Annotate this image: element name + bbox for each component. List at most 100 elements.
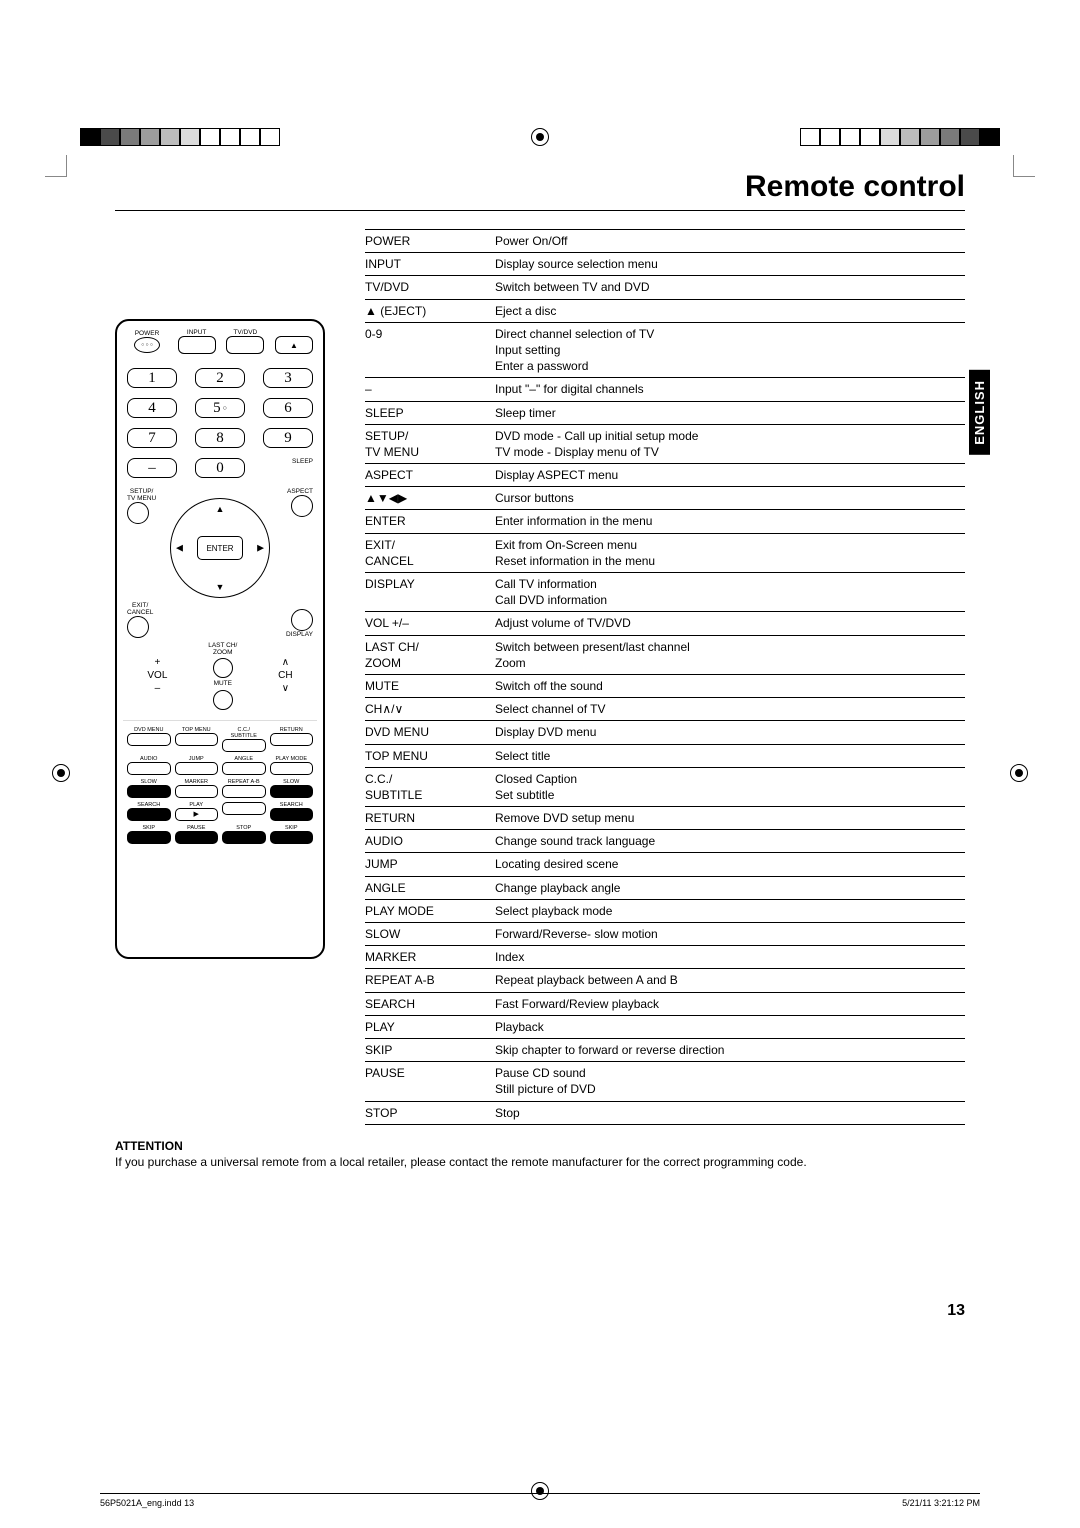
- registration-strip-top-right: [800, 128, 1000, 146]
- remote-button[interactable]: ▮▮: [175, 831, 219, 844]
- footer-right: 5/21/11 3:21:12 PM: [902, 1498, 980, 1508]
- num-5[interactable]: 5○: [195, 398, 245, 418]
- lastch-button[interactable]: [213, 658, 233, 678]
- table-row: REPEAT A-BRepeat playback between A and …: [365, 969, 965, 992]
- table-row: TV/DVDSwitch between TV and DVD: [365, 276, 965, 299]
- remote-button[interactable]: [222, 802, 266, 815]
- ch-down-icon[interactable]: ∨: [282, 683, 289, 694]
- setup-button[interactable]: [127, 502, 149, 524]
- num-dash[interactable]: –: [127, 458, 177, 478]
- attention-block: ATTENTION If you purchase a universal re…: [115, 1139, 965, 1169]
- print-footer: 56P5021A_eng.indd 13 5/21/11 3:21:12 PM: [100, 1493, 980, 1508]
- num-1[interactable]: 1: [127, 368, 177, 388]
- remote-button[interactable]: ▶▶▮: [270, 831, 314, 844]
- vol-label: VOL: [147, 670, 167, 681]
- crop-mark-tr: [1013, 155, 1035, 177]
- button-label: MARKER: [175, 779, 219, 785]
- enter-button[interactable]: ENTER: [197, 536, 243, 560]
- remote-button[interactable]: [127, 762, 171, 775]
- table-row: TOP MENUSelect title: [365, 744, 965, 767]
- table-row: LAST CH/ ZOOMSwitch between present/last…: [365, 635, 965, 674]
- table-row: SETUP/ TV MENUDVD mode - Call up initial…: [365, 424, 965, 463]
- exit-button[interactable]: [127, 616, 149, 638]
- remote-button[interactable]: [127, 733, 171, 746]
- sleep-label: SLEEP: [263, 458, 313, 465]
- tvdvd-button[interactable]: [226, 336, 264, 354]
- eject-label: [275, 329, 313, 336]
- remote-button[interactable]: [270, 762, 314, 775]
- button-label: PLAY MODE: [270, 756, 314, 762]
- mute-button[interactable]: [213, 690, 233, 710]
- registration-dot-left: [52, 764, 70, 782]
- remote-button[interactable]: ▶: [175, 808, 219, 821]
- button-label: STOP: [222, 825, 266, 831]
- remote-button[interactable]: [175, 733, 219, 746]
- remote-button[interactable]: ▮◀◀: [127, 831, 171, 844]
- display-button[interactable]: [291, 609, 313, 631]
- power-button[interactable]: ○ ○ ○: [134, 337, 160, 353]
- button-label: REPEAT A-B: [222, 779, 266, 785]
- table-row: ▲▼◀▶Cursor buttons: [365, 487, 965, 510]
- ch-up-icon[interactable]: ∧: [282, 657, 289, 668]
- num-7[interactable]: 7: [127, 428, 177, 448]
- table-row: PLAY MODESelect playback mode: [365, 899, 965, 922]
- page-title: Remote control: [115, 170, 965, 211]
- num-8[interactable]: 8: [195, 428, 245, 448]
- ch-label: CH: [278, 670, 292, 681]
- remote-button[interactable]: ▶▶: [270, 808, 314, 821]
- num-3[interactable]: 3: [263, 368, 313, 388]
- num-4[interactable]: 4: [127, 398, 177, 418]
- remote-button[interactable]: ▮▶: [270, 785, 314, 798]
- aspect-button[interactable]: [291, 495, 313, 517]
- power-label: POWER: [127, 330, 167, 337]
- remote-button[interactable]: ■: [222, 831, 266, 844]
- registration-strip-top-left: [80, 128, 280, 146]
- vol-down-icon[interactable]: –: [155, 683, 161, 694]
- remote-button[interactable]: [270, 733, 314, 746]
- remote-illustration: POWER ○ ○ ○ INPUT TV/DVD ▲ 1 2 3 4 5○ 6: [115, 229, 335, 1125]
- remote-button[interactable]: [175, 785, 219, 798]
- remote-button[interactable]: [222, 739, 266, 752]
- button-label: JUMP: [175, 756, 219, 762]
- footer-left: 56P5021A_eng.indd 13: [100, 1498, 194, 1508]
- button-label: C.C./ SUBTITLE: [222, 727, 266, 739]
- remote-button[interactable]: [222, 785, 266, 798]
- mute-label: MUTE: [214, 680, 232, 687]
- page-number: 13: [947, 1302, 965, 1320]
- button-label: DVD MENU: [127, 727, 171, 733]
- remote-button[interactable]: [175, 762, 219, 775]
- dpad[interactable]: ▲ ▼ ◀ ▶ ENTER: [160, 488, 280, 608]
- num-6[interactable]: 6: [263, 398, 313, 418]
- num-0[interactable]: 0: [195, 458, 245, 478]
- num-9[interactable]: 9: [263, 428, 313, 448]
- button-label: SKIP: [270, 825, 314, 831]
- button-label: SLOW: [270, 779, 314, 785]
- table-row: MARKERIndex: [365, 946, 965, 969]
- eject-button[interactable]: ▲: [275, 336, 313, 354]
- remote-button[interactable]: ◀◀: [127, 808, 171, 821]
- button-label: SLOW: [127, 779, 171, 785]
- registration-dot-top: [531, 128, 549, 146]
- button-label: PLAY: [175, 802, 219, 808]
- vol-up-icon[interactable]: +: [154, 657, 160, 668]
- table-row: 0-9Direct channel selection of TV Input …: [365, 322, 965, 378]
- button-label: SEARCH: [127, 802, 171, 808]
- function-table: POWERPower On/OffINPUTDisplay source sel…: [365, 229, 965, 1125]
- button-label: SKIP: [127, 825, 171, 831]
- table-row: ▲ (EJECT)Eject a disc: [365, 299, 965, 322]
- table-row: C.C./ SUBTITLEClosed Caption Set subtitl…: [365, 767, 965, 806]
- table-row: PAUSEPause CD sound Still picture of DVD: [365, 1062, 965, 1101]
- crop-mark-tl: [45, 155, 67, 177]
- button-label: RETURN: [270, 727, 314, 733]
- table-row: CH∧/∨Select channel of TV: [365, 698, 965, 721]
- page-content: Remote control POWER ○ ○ ○ INPUT TV/DVD …: [115, 170, 965, 1320]
- num-2[interactable]: 2: [195, 368, 245, 388]
- remote-button[interactable]: [222, 762, 266, 775]
- button-label: AUDIO: [127, 756, 171, 762]
- table-row: STOPStop: [365, 1101, 965, 1124]
- input-button[interactable]: [178, 336, 216, 354]
- remote-button[interactable]: ◀▮: [127, 785, 171, 798]
- aspect-label: ASPECT: [287, 488, 313, 495]
- right-arrow-icon: ▶: [257, 543, 264, 554]
- table-row: EXIT/ CANCELExit from On-Screen menu Res…: [365, 533, 965, 572]
